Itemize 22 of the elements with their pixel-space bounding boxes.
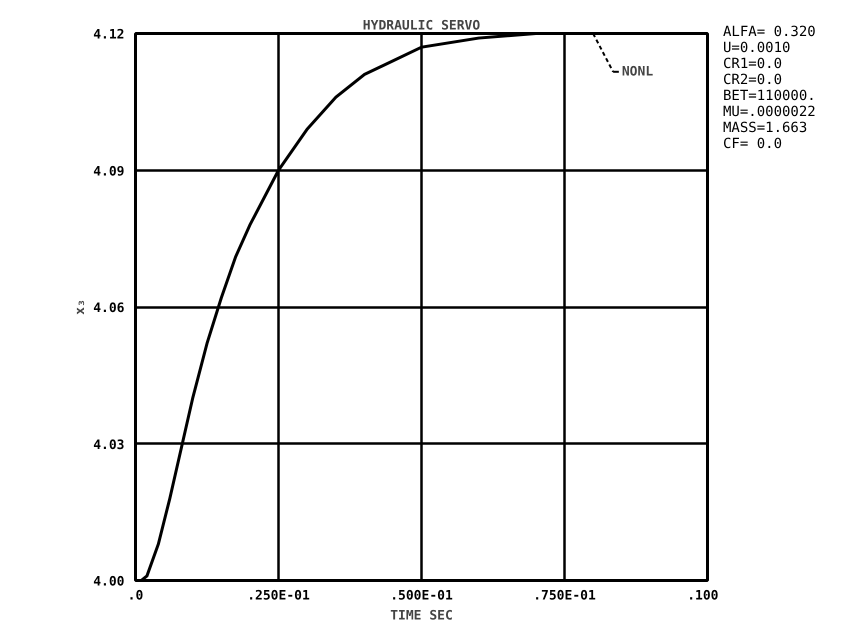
- x-tick-label: .750E-01: [533, 588, 596, 604]
- chart-title: HYDRAULIC SERVO: [362, 18, 480, 34]
- y-axis-title: x₃: [73, 299, 88, 315]
- y-tick-label: 4.12: [93, 28, 125, 42]
- text: CF= 0.0: [723, 136, 784, 152]
- y-tick-label: 4.09: [93, 164, 125, 180]
- text: ALFA= 0.320: [723, 24, 816, 40]
- x-tick-label: .250E-01: [247, 588, 310, 604]
- annotation: NONL: [622, 64, 654, 80]
- y-tick-label: 4.00: [93, 574, 125, 590]
- y-tick-label: 4.06: [93, 301, 125, 316]
- text: CR2=0.0: [723, 72, 784, 88]
- x-axis-title: TIME SEC: [390, 608, 453, 624]
- text: MU=.0000022: [723, 104, 816, 120]
- y-tick-label: 4.03: [93, 438, 125, 453]
- x-tick-label: .100: [687, 588, 719, 604]
- text: U=0.0010: [723, 40, 792, 56]
- text: CR1=0.0: [723, 56, 784, 72]
- text: MASS=1.663: [723, 120, 808, 136]
- x-tick-label: .0: [128, 588, 144, 604]
- x-tick-label: .500E-01: [390, 588, 453, 604]
- text: BET=110000.: [723, 88, 816, 104]
